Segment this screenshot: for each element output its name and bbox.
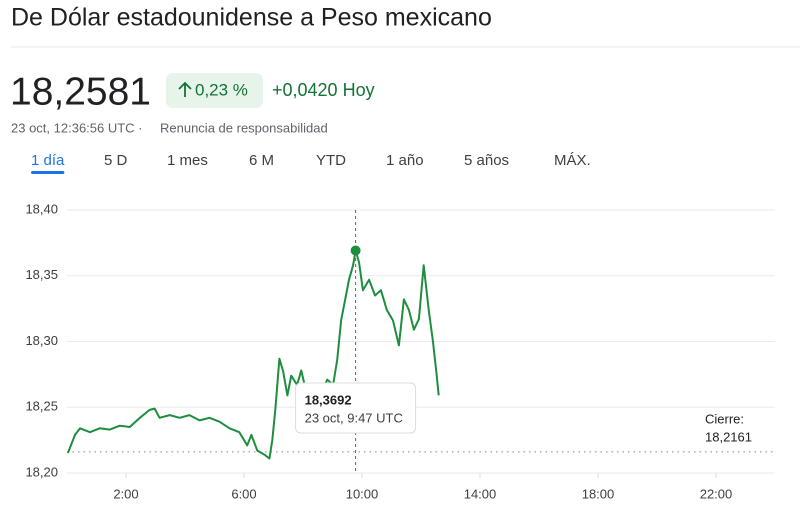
x-tick-label: 22:00: [700, 486, 733, 501]
y-tick-label: 18,20: [25, 464, 58, 479]
range-tab[interactable]: 1 mes: [167, 152, 208, 169]
x-tick-label: 18:00: [582, 486, 615, 501]
chart: 18,20 18,25 18,30 18,35 18,40 2:00 6:00 10:00 14…: [25, 201, 775, 501]
range-tab[interactable]: YTD: [316, 152, 346, 169]
tooltip-box: [295, 382, 417, 434]
range-tab[interactable]: MÁX.: [554, 152, 591, 169]
title: De Dólar estadounidense a Peso mexicano: [11, 4, 492, 32]
x-tick-label: 6:00: [231, 486, 256, 501]
price: 18,2581: [10, 70, 151, 113]
change-abs: +0,0420 Hoy: [272, 80, 375, 100]
y-tick-label: 18,35: [25, 267, 58, 282]
range-tabs: 1 día 5 D 1 mes 6 M YTD 1 año 5 años MÁX.: [31, 152, 591, 174]
y-tick-label: 18,40: [25, 201, 58, 216]
x-tick-label: 14:00: [464, 486, 497, 501]
disclaimer-link[interactable]: Renuncia de responsabilidad: [160, 120, 328, 135]
y-tick-label: 18,30: [25, 333, 58, 348]
range-tab[interactable]: 6 M: [249, 152, 274, 169]
change-badge: [166, 73, 263, 108]
range-tab[interactable]: 5 D: [104, 152, 128, 169]
price-line: [66, 249, 440, 460]
tooltip-time: 23 oct, 9:47 UTC: [305, 410, 403, 425]
x-tick-label: 10:00: [346, 486, 379, 501]
tooltip-value: 18,3692: [305, 392, 352, 407]
change-percent: 0,23 %: [195, 80, 248, 99]
x-tick-label: 2:00: [113, 486, 138, 501]
previous-close-value: 18,2161: [705, 429, 752, 444]
active-tab-indicator: [31, 171, 65, 174]
range-tab[interactable]: 5 años: [464, 152, 509, 169]
range-tab[interactable]: 1 año: [386, 152, 424, 169]
y-tick-label: 18,25: [25, 399, 58, 414]
up-arrow: [178, 81, 192, 97]
range-tab[interactable]: 1 día: [31, 152, 65, 169]
previous-close-title: Cierre:: [705, 411, 744, 426]
timestamp: 23 oct, 12:36:56 UTC ·: [11, 120, 143, 135]
hover-point: [350, 245, 361, 256]
